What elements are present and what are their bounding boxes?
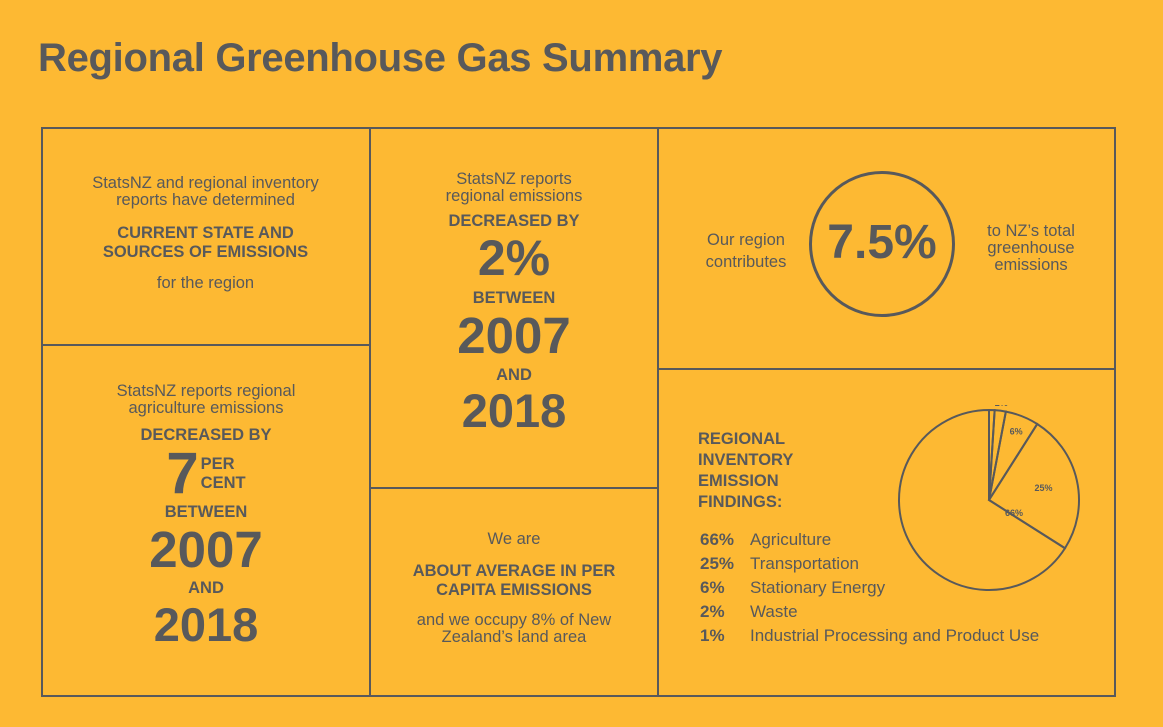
pie-slice: [987, 422, 1080, 550]
box4-year2: 2018: [153, 598, 259, 651]
legend-item: 25% Transportation: [700, 552, 1039, 576]
box4-intro: StatsNZ reports regional agriculture emi…: [116, 382, 296, 417]
legend-label: Transportation: [750, 554, 859, 573]
pie-label: 66%: [1005, 508, 1023, 518]
findings-pie-chart: 66% 25% 6% 2%1%: [898, 405, 1080, 591]
box4-between: BETWEEN: [164, 503, 248, 521]
box2-between: BETWEEN: [472, 289, 556, 307]
box4-decreased: DECREASED BY: [140, 426, 272, 444]
box1-intro: StatsNZ and regional inventory reports h…: [92, 174, 319, 209]
pie-label: 1%: [986, 405, 999, 407]
legend-percent: 25%: [700, 554, 735, 573]
box2-decreased: DECREASED BY: [448, 212, 580, 230]
legend-item: 1% Industrial Processing and Product Use: [700, 624, 1039, 648]
box4-and: AND: [188, 579, 224, 597]
pie-slice: [988, 410, 1039, 501]
legend-label: Industrial Processing and Product Use: [750, 626, 1040, 645]
pie-slice: [898, 408, 1067, 591]
box2-percent: 2%: [477, 230, 551, 286]
contribution-box: Our region contributes 7.5% to NZ’s tota…: [659, 129, 1114, 368]
box2-and: AND: [496, 366, 532, 384]
box2-intro: StatsNZ reports regional emissions: [445, 170, 583, 205]
findings-legend: 66% Agriculture 25% Transportation 6% Station…: [700, 528, 1039, 648]
legend-label: Agriculture: [750, 530, 832, 549]
value-circle: [809, 171, 955, 317]
box2-year2: 2018: [461, 384, 567, 437]
box4-per-cent: PER CENT: [201, 455, 246, 493]
pie-label: 6%: [1010, 426, 1023, 436]
box4-number: 7: [166, 441, 199, 506]
box5-heading: ABOUT AVERAGE IN PER CAPITA EMISSIONS: [412, 562, 616, 599]
box3-left: Our region contributes: [705, 231, 787, 271]
divider: [370, 487, 658, 489]
legend-item: 66% Agriculture: [700, 528, 1039, 552]
pie-label: 2%: [995, 405, 1008, 408]
divider: [369, 129, 371, 695]
box3-value: 7.5%: [827, 216, 937, 269]
box1-heading: CURRENT STATE AND SOURCES OF EMISSIONS: [102, 224, 309, 261]
pie-slice: [988, 408, 996, 501]
legend-item: 6% Stationary Energy: [700, 576, 1039, 600]
box5-intro: We are: [487, 530, 541, 548]
per-capita-box: We are ABOUT AVERAGE IN PER CAPITA EMISS…: [371, 531, 657, 646]
box4-per: PER: [200, 455, 235, 473]
legend-percent: 2%: [700, 602, 725, 621]
box6-heading: REGIONAL INVENTORY EMISSION FINDINGS:: [698, 430, 794, 511]
box2-year1: 2007: [457, 307, 571, 364]
legend-percent: 1%: [700, 626, 725, 645]
box5-outro: and we occupy 8% of New Zealand’s land a…: [416, 611, 612, 646]
box3-right: to NZ’s total greenhouse emissions: [987, 222, 1075, 274]
summary-grid: StatsNZ and regional inventory reports h…: [41, 127, 1116, 697]
agriculture-box: StatsNZ reports regional agriculture emi…: [43, 382, 369, 651]
legend-label: Stationary Energy: [750, 578, 886, 597]
current-state-box: StatsNZ and regional inventory reports h…: [73, 175, 338, 292]
page-title: Regional Greenhouse Gas Summary: [38, 36, 723, 80]
box4-seven-percent: 7 PER CENT: [43, 445, 369, 503]
pie-label: 25%: [1034, 483, 1052, 493]
legend-percent: 6%: [700, 578, 725, 597]
box1-outro: for the region: [156, 274, 255, 292]
box4-cent: CENT: [200, 474, 246, 492]
legend-item: 2% Waste: [700, 600, 1039, 624]
legend-label: Waste: [750, 602, 798, 621]
regional-emissions-box: StatsNZ reports regional emissions DECRE…: [371, 170, 657, 437]
legend-percent: 66%: [700, 530, 735, 549]
findings-box: REGIONAL INVENTORY EMISSION FINDINGS: 66…: [659, 370, 1114, 695]
divider: [658, 368, 1114, 370]
box4-year1: 2007: [149, 521, 263, 578]
divider: [43, 344, 370, 346]
divider: [657, 129, 659, 695]
